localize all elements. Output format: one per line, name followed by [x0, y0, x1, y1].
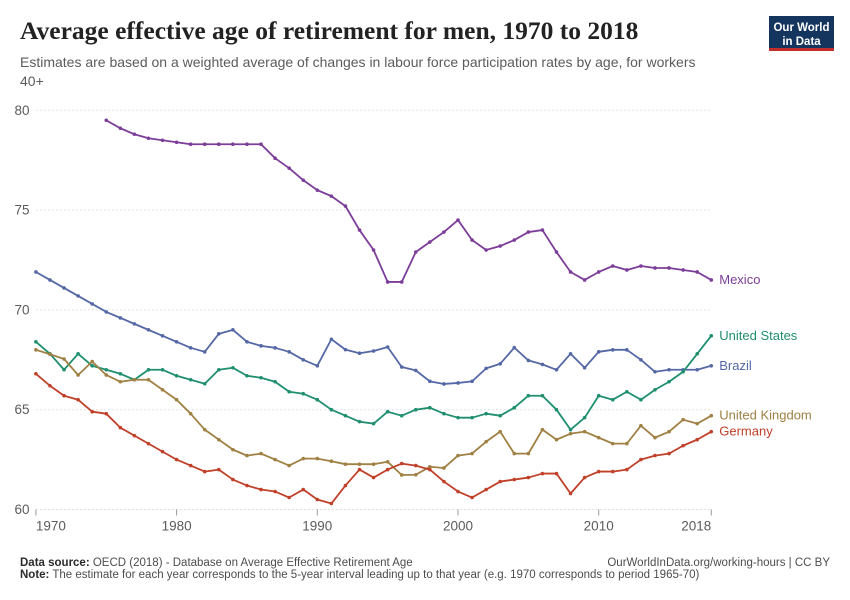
- svg-text:70: 70: [14, 302, 29, 317]
- svg-text:United States: United States: [719, 328, 798, 343]
- svg-text:60: 60: [14, 502, 29, 517]
- svg-text:75: 75: [14, 203, 29, 218]
- svg-text:1970: 1970: [36, 519, 66, 534]
- svg-text:Brazil: Brazil: [719, 358, 752, 373]
- svg-text:1980: 1980: [162, 519, 192, 534]
- svg-text:65: 65: [14, 402, 29, 417]
- svg-text:2018: 2018: [681, 519, 711, 534]
- svg-text:1990: 1990: [302, 519, 332, 534]
- svg-text:United Kingdom: United Kingdom: [719, 408, 812, 423]
- svg-text:80: 80: [14, 103, 29, 118]
- svg-text:Mexico: Mexico: [719, 272, 760, 287]
- svg-text:2000: 2000: [443, 519, 473, 534]
- svg-text:Germany: Germany: [719, 424, 773, 439]
- svg-text:2010: 2010: [584, 519, 614, 534]
